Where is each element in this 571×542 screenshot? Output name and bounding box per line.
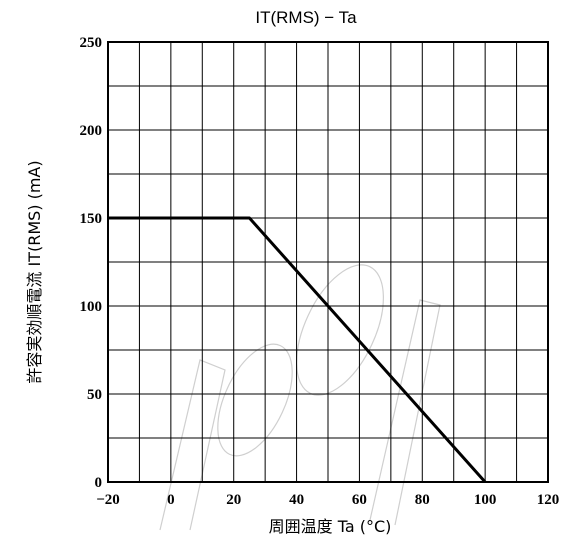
chart-title: IT(RMS) − Ta — [255, 8, 357, 27]
x-tick-label: 20 — [226, 492, 241, 508]
y-tick-label: 150 — [80, 211, 103, 227]
y-axis-ticks: 0 50 100 150 200 250 — [80, 35, 103, 491]
x-axis-ticks: −20 0 20 40 60 80 100 120 — [96, 492, 559, 508]
y-tick-label: 100 — [80, 299, 103, 315]
x-axis-label: 周囲温度 Ta (°C) — [269, 517, 392, 536]
y-tick-label: 250 — [80, 35, 103, 51]
y-axis-label: 許容実効順電流 IT(RMS) (mA) — [25, 160, 44, 383]
y-tick-label: 0 — [95, 475, 103, 491]
series-line — [108, 216, 487, 483]
x-tick-label: −20 — [96, 492, 120, 508]
grid — [107, 41, 549, 483]
x-tick-label: 40 — [289, 492, 304, 508]
watermark — [159, 264, 441, 531]
x-tick-label: 60 — [352, 492, 367, 508]
x-tick-label: 80 — [415, 492, 430, 508]
y-tick-label: 200 — [80, 123, 103, 139]
x-tick-label: 0 — [167, 492, 175, 508]
plot-frame — [107, 41, 549, 483]
x-tick-label: 100 — [474, 492, 497, 508]
x-tick-label: 120 — [537, 492, 560, 508]
y-tick-label: 50 — [87, 387, 102, 403]
